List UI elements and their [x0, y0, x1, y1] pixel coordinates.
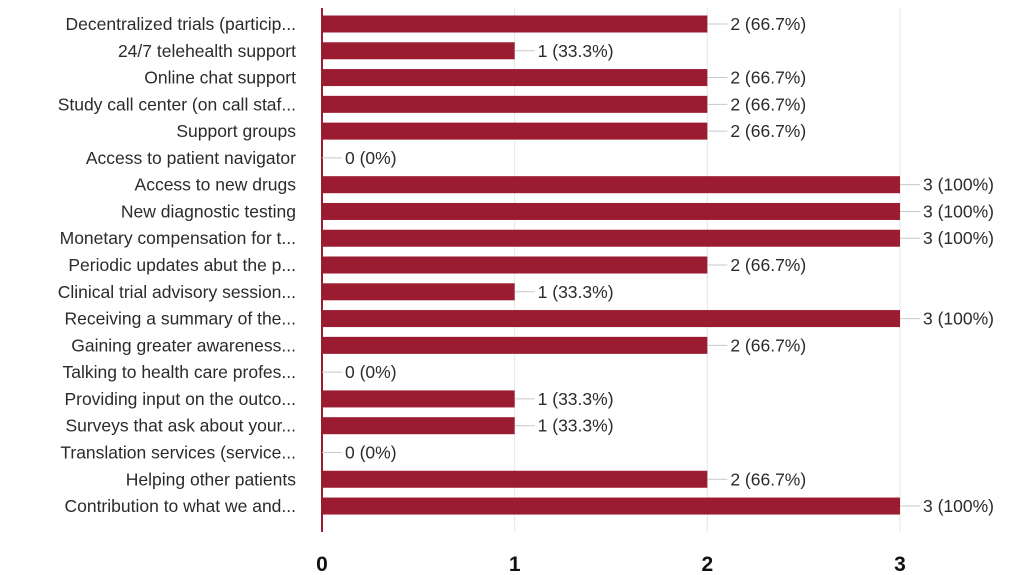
data-label: 0 (0%)	[345, 362, 397, 382]
data-label: 0 (0%)	[345, 442, 397, 462]
bar	[322, 417, 515, 435]
bar	[322, 310, 900, 328]
category-label: Providing input on the outco...	[64, 389, 296, 409]
bar	[322, 336, 708, 354]
category-label: Clinical trial advisory session...	[58, 282, 296, 302]
bar	[322, 390, 515, 408]
x-tick-label: 1	[509, 553, 521, 575]
category-label: Talking to health care profes...	[63, 362, 296, 382]
category-label: Access to new drugs	[135, 175, 297, 195]
bar	[322, 176, 900, 194]
category-label: Online chat support	[144, 68, 296, 88]
data-label: 3 (100%)	[923, 496, 994, 516]
data-label: 3 (100%)	[923, 309, 994, 329]
bar	[322, 15, 708, 33]
bar	[322, 497, 900, 515]
data-label: 0 (0%)	[345, 148, 397, 168]
category-label: Study call center (on call staf...	[58, 94, 296, 114]
x-tick-label: 0	[316, 553, 328, 575]
x-axis-ticks: 0 1 2 3	[316, 553, 906, 575]
data-label: 2 (66.7%)	[730, 469, 806, 489]
category-label: Monetary compensation for t...	[60, 228, 296, 248]
x-tick-label: 2	[701, 553, 713, 575]
data-label: 2 (66.7%)	[730, 335, 806, 355]
category-label: Contribution to what we and...	[64, 496, 296, 516]
data-label: 1 (33.3%)	[538, 416, 614, 436]
category-label: Decentralized trials (particip...	[66, 14, 297, 34]
data-label: 2 (66.7%)	[730, 94, 806, 114]
category-labels: Decentralized trials (particip... 2 (66.7…	[58, 14, 994, 516]
data-label: 2 (66.7%)	[730, 121, 806, 141]
bars	[322, 15, 900, 515]
data-label: 2 (66.7%)	[730, 68, 806, 88]
bar	[322, 202, 900, 220]
data-label: 2 (66.7%)	[730, 14, 806, 34]
data-label: 2 (66.7%)	[730, 255, 806, 275]
bar	[322, 470, 708, 488]
category-label: Support groups	[176, 121, 296, 141]
category-label: Gaining greater awareness...	[71, 335, 296, 355]
data-label: 1 (33.3%)	[538, 41, 614, 61]
category-label: Access to patient navigator	[86, 148, 296, 168]
data-label: 3 (100%)	[923, 228, 994, 248]
data-label: 1 (33.3%)	[538, 282, 614, 302]
bar	[322, 229, 900, 247]
category-label: Periodic updates abut the p...	[68, 255, 296, 275]
bar	[322, 42, 515, 60]
category-label: Surveys that ask about your...	[65, 416, 296, 436]
data-label: 1 (33.3%)	[538, 389, 614, 409]
category-label: Helping other patients	[126, 469, 296, 489]
category-label: 24/7 telehealth support	[118, 41, 296, 61]
data-label: 3 (100%)	[923, 201, 994, 221]
bar	[322, 69, 708, 87]
bar	[322, 95, 708, 113]
category-label: Receiving a summary of the...	[65, 309, 296, 329]
category-label: New diagnostic testing	[121, 201, 296, 221]
category-label: Translation services (service...	[60, 442, 296, 462]
bar	[322, 283, 515, 301]
x-tick-label: 3	[894, 553, 906, 575]
bar	[322, 256, 708, 274]
bar	[322, 122, 708, 140]
data-label: 3 (100%)	[923, 175, 994, 195]
